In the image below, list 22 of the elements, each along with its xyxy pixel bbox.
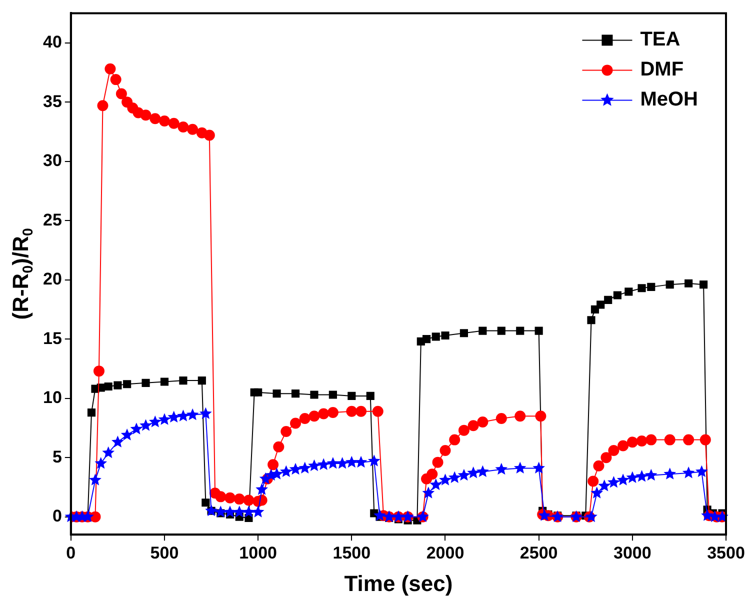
legend-label: DMF: [640, 58, 684, 81]
x-tick-label: 1000: [239, 543, 277, 562]
y-tick-label: 35: [42, 92, 62, 111]
x-tick-label: 3500: [707, 543, 745, 562]
y-tick-label: 25: [42, 210, 62, 230]
x-tick-label: 0: [66, 543, 76, 562]
y-tick-label: 40: [42, 32, 62, 52]
x-tick-label: 500: [150, 543, 179, 562]
y-tick-label: 20: [42, 270, 62, 289]
y-tick-label: 10: [42, 388, 62, 408]
x-tick-label: 2000: [426, 543, 464, 562]
y-tick-label: 15: [42, 328, 62, 348]
legend-label: MeOH: [640, 88, 698, 111]
y-tick-label: 5: [52, 447, 62, 466]
y-axis-title: (R-R0)/R0: [8, 228, 37, 320]
y-tick-label: 30: [42, 151, 62, 170]
x-tick-label: 3000: [614, 543, 652, 562]
x-tick-label: 1500: [332, 543, 371, 562]
legend-label: TEA: [640, 28, 680, 51]
x-tick-label: 2500: [520, 543, 558, 562]
x-axis-title: Time (sec): [344, 571, 453, 596]
y-tick-label: 0: [52, 506, 62, 526]
